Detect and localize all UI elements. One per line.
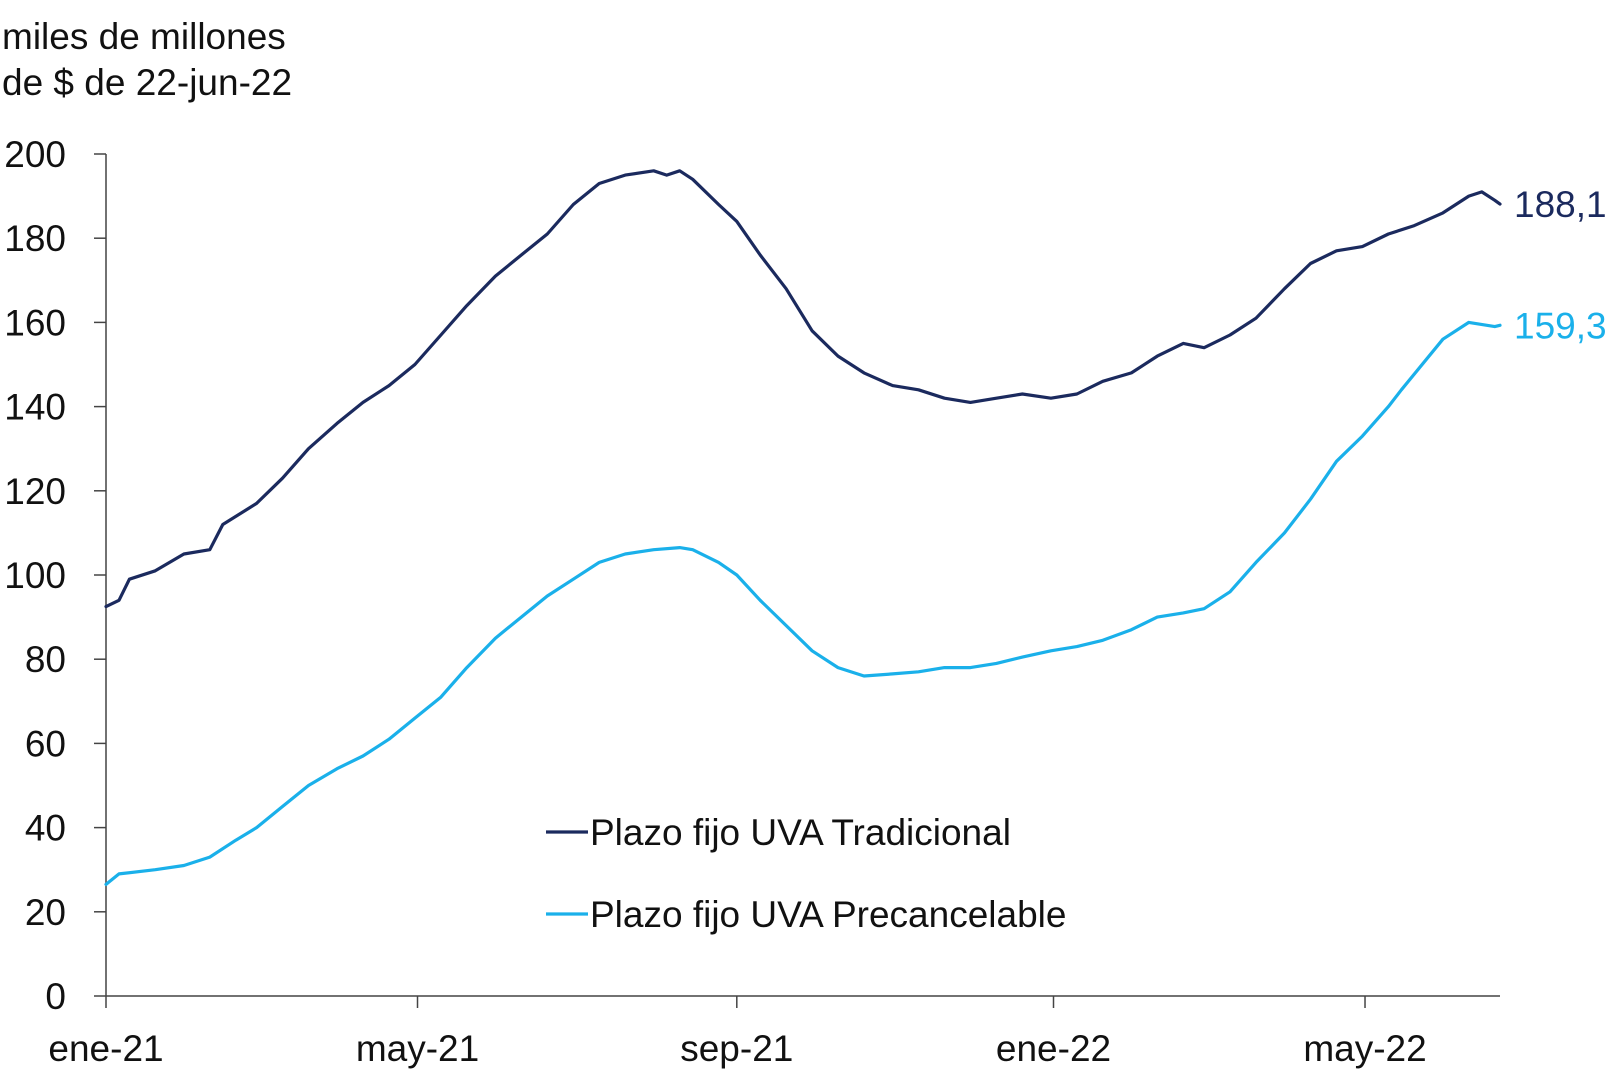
x-tick-label: ene-21 xyxy=(48,1028,163,1069)
y-tick-label: 0 xyxy=(45,976,66,1017)
y-tick-label: 200 xyxy=(4,134,66,175)
end-labels: 188,1 159,3 xyxy=(1514,184,1607,346)
y-tick-label: 120 xyxy=(4,471,66,512)
series-layer xyxy=(104,169,1502,887)
legend-label: Plazo fijo UVA Precancelable xyxy=(590,894,1066,935)
y-tick-label: 160 xyxy=(4,302,66,343)
legend-label: Plazo fijo UVA Tradicional xyxy=(590,812,1011,853)
y-tick-label: 20 xyxy=(25,892,66,933)
end-value-label: 159,3 xyxy=(1514,305,1607,346)
legend: Plazo fijo UVA Tradicional Plazo fijo UVA… xyxy=(546,812,1066,935)
x-tick-label: may-21 xyxy=(356,1028,479,1069)
x-tick-label: sep-21 xyxy=(680,1028,793,1069)
series-line-precancelable xyxy=(104,320,1502,887)
y-tick-label: 180 xyxy=(4,218,66,259)
end-value-label: 188,1 xyxy=(1514,184,1607,225)
y-axis-unit-line-1: miles de millones xyxy=(2,16,286,57)
axes: 0 20 40 60 80 100 120 140 160 180 200 ene-21 may-21 s… xyxy=(4,134,1500,1069)
y-tick-label: 100 xyxy=(4,555,66,596)
y-tick-label: 140 xyxy=(4,387,66,428)
y-tick-label: 60 xyxy=(25,723,66,764)
y-tick-label: 40 xyxy=(25,808,66,849)
x-tick-label: ene-22 xyxy=(996,1028,1111,1069)
y-axis-unit-label: miles de millones de $ de 22-jun-22 xyxy=(2,14,292,106)
series-line-tradicional xyxy=(104,169,1502,609)
x-tick-label: may-22 xyxy=(1303,1028,1426,1069)
y-tick-label: 80 xyxy=(25,639,66,680)
y-axis-unit-line-2: de $ de 22-jun-22 xyxy=(2,62,293,103)
